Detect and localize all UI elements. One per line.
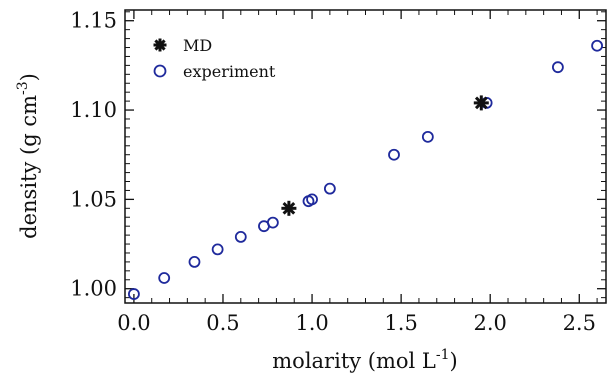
- x-tick-label: 2.0: [474, 311, 507, 335]
- data-marks: [128, 39, 603, 300]
- axis-ticks: [125, 10, 606, 303]
- y-tick-label: 1.00: [70, 277, 117, 301]
- legend-experiment-label: experiment: [183, 62, 276, 81]
- experiment-point: [266, 216, 279, 229]
- experiment-point: [128, 288, 140, 300]
- y-tick-label: 1.10: [70, 98, 117, 122]
- y-tick-label: 1.05: [70, 187, 117, 211]
- legend-md-asterisk-icon: [153, 38, 167, 52]
- x-axis-title: molarity (mol L-1): [272, 347, 457, 373]
- experiment-point: [552, 61, 564, 74]
- legend-md-label: MD: [183, 36, 212, 55]
- x-tick-label: 1.5: [384, 311, 417, 335]
- experiment-point: [234, 230, 247, 243]
- x-tick-label: 0.0: [117, 311, 150, 335]
- x-tick-label: 0.5: [206, 311, 239, 335]
- legend-experiment-circle-icon: [153, 64, 167, 78]
- y-axis-title: density (g cm-3): [15, 73, 41, 239]
- experiment-point: [323, 182, 336, 195]
- experiment-point: [158, 272, 171, 284]
- experiment-point: [421, 130, 434, 143]
- md-point: [281, 200, 297, 216]
- legend: MD experiment: [153, 36, 276, 81]
- experiment-point: [388, 148, 400, 161]
- experiment-point: [591, 39, 603, 52]
- experiment-point: [306, 193, 318, 206]
- x-tick-label: 2.5: [563, 311, 596, 335]
- experiment-point: [211, 243, 224, 256]
- tick-labels: 0.0 0.5 1.0 1.5 2.0 2.5 1.00 1.05 1.10 1.15: [70, 9, 596, 335]
- x-tick-label: 1.0: [295, 311, 328, 335]
- md-point: [473, 95, 489, 111]
- experiment-point: [188, 256, 201, 268]
- legend-md-asterisk: [153, 38, 167, 52]
- y-tick-label: 1.15: [70, 9, 117, 33]
